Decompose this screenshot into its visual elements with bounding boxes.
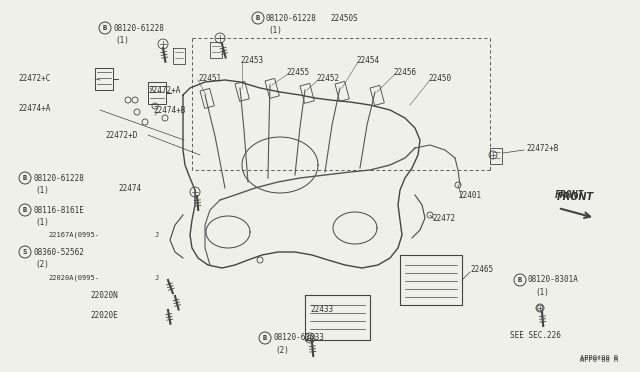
Text: SEE SEC.226: SEE SEC.226 bbox=[510, 330, 561, 340]
Bar bbox=[235, 81, 250, 102]
Text: 22452: 22452 bbox=[316, 74, 339, 83]
Text: 08360-52562: 08360-52562 bbox=[33, 247, 84, 257]
Text: S: S bbox=[23, 249, 27, 255]
Text: B: B bbox=[263, 335, 267, 341]
Text: B: B bbox=[518, 277, 522, 283]
Text: APP0*00 R: APP0*00 R bbox=[580, 355, 618, 361]
Text: 22474+A: 22474+A bbox=[18, 103, 51, 112]
Text: (1): (1) bbox=[268, 26, 282, 35]
Bar bbox=[300, 83, 314, 103]
Text: 08120-61228: 08120-61228 bbox=[33, 173, 84, 183]
Text: (1): (1) bbox=[35, 218, 49, 227]
Text: 22472+A: 22472+A bbox=[148, 86, 180, 94]
Text: 22020A(0995-: 22020A(0995- bbox=[48, 275, 99, 281]
Text: 08116-8161E: 08116-8161E bbox=[33, 205, 84, 215]
Text: 22472+D: 22472+D bbox=[105, 131, 138, 140]
Text: J: J bbox=[155, 275, 159, 281]
Text: 22433: 22433 bbox=[310, 305, 333, 314]
Bar bbox=[335, 81, 349, 102]
Text: (1): (1) bbox=[115, 35, 129, 45]
Text: 22020N: 22020N bbox=[90, 292, 118, 301]
Text: 22474+B: 22474+B bbox=[153, 106, 186, 115]
Text: 22472: 22472 bbox=[432, 214, 455, 222]
Text: APP0*00 R: APP0*00 R bbox=[580, 357, 618, 363]
Bar bbox=[265, 78, 279, 98]
Text: 22167A(0995-: 22167A(0995- bbox=[48, 232, 99, 238]
Text: 22474: 22474 bbox=[118, 183, 141, 192]
Text: B: B bbox=[103, 25, 107, 31]
Text: 22451: 22451 bbox=[198, 74, 221, 83]
Text: 22450S: 22450S bbox=[330, 13, 358, 22]
Text: 22401: 22401 bbox=[458, 190, 481, 199]
Bar bbox=[370, 86, 384, 105]
Bar bbox=[200, 89, 214, 108]
Text: (2): (2) bbox=[35, 260, 49, 269]
Text: 22455: 22455 bbox=[286, 67, 309, 77]
Text: 22450: 22450 bbox=[428, 74, 451, 83]
Text: 22472+C: 22472+C bbox=[18, 74, 51, 83]
Text: 22453: 22453 bbox=[240, 55, 263, 64]
Text: 22454: 22454 bbox=[356, 55, 379, 64]
Text: FRONT: FRONT bbox=[555, 190, 584, 200]
Text: J: J bbox=[155, 232, 159, 238]
Text: 08120-61228: 08120-61228 bbox=[266, 13, 317, 22]
Text: 22020E: 22020E bbox=[90, 311, 118, 320]
Text: (2): (2) bbox=[275, 346, 289, 355]
Text: B: B bbox=[256, 15, 260, 21]
Text: (1): (1) bbox=[535, 288, 549, 296]
Text: 22456: 22456 bbox=[393, 67, 416, 77]
Text: 22472+B: 22472+B bbox=[526, 144, 558, 153]
Text: 08120-8301A: 08120-8301A bbox=[528, 276, 579, 285]
Text: 08120-61228: 08120-61228 bbox=[113, 23, 164, 32]
Text: FRONT: FRONT bbox=[557, 192, 594, 202]
Text: 08120-63033: 08120-63033 bbox=[273, 334, 324, 343]
Text: B: B bbox=[23, 175, 27, 181]
Text: B: B bbox=[23, 207, 27, 213]
Text: (1): (1) bbox=[35, 186, 49, 195]
Text: 22465: 22465 bbox=[470, 266, 493, 275]
